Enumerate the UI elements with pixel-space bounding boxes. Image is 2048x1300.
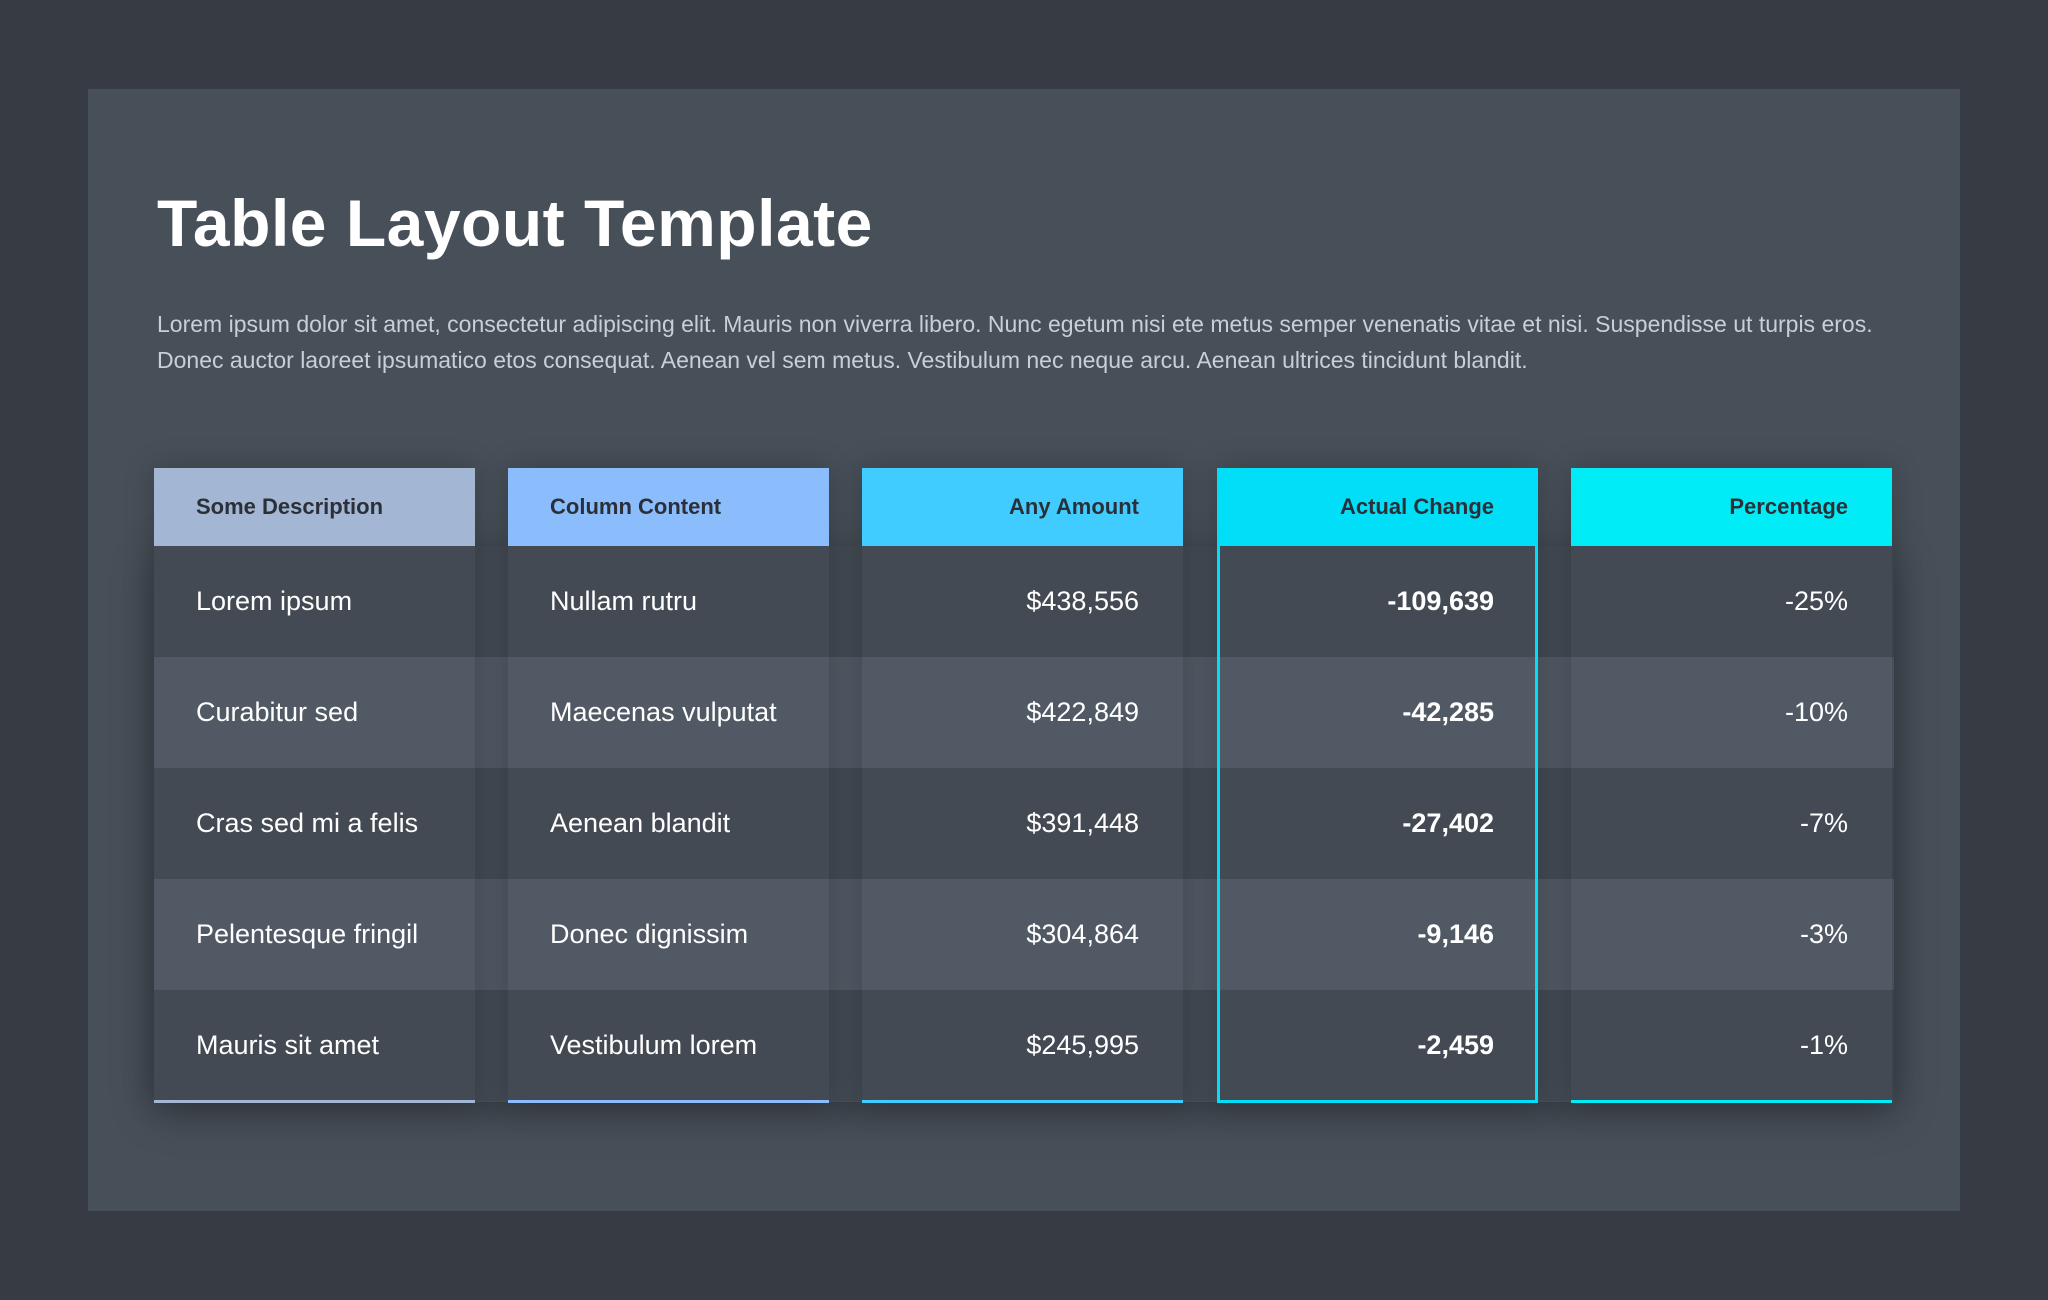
column-underline — [508, 1100, 829, 1103]
column-body: Lorem ipsum Curabitur sed Cras sed mi a fe… — [154, 546, 475, 1101]
table-cell-value: -10% — [1784, 697, 1848, 727]
column-header: Percentage — [1571, 468, 1892, 546]
table-cell: $422,849 — [862, 657, 1183, 768]
table-cell-value: Curabitur sed — [196, 697, 359, 727]
table-cell: Donec dignissim — [508, 879, 829, 990]
table-cell: -109,639 — [1217, 546, 1538, 657]
table-cell-value: $391,448 — [1026, 808, 1139, 838]
table-cell-value: Vestibulum lorem — [550, 1030, 758, 1060]
table-cell-value: -109,639 — [1387, 586, 1494, 616]
table-column: Column Content Nullam rutru Maecenas vulpu… — [508, 468, 829, 1103]
column-header-label: Column Content — [550, 494, 722, 519]
table-cell-value: Pelentesque fringil — [196, 919, 419, 949]
table-cell: -25% — [1571, 546, 1892, 657]
table-cell: Cras sed mi a felis — [154, 768, 475, 879]
table-cell-value: -2,459 — [1417, 1030, 1494, 1060]
table-column: Some Description Lorem ipsum Curabitur sed… — [154, 468, 475, 1103]
table-cell: Aenean blandit — [508, 768, 829, 879]
table-cell-value: Mauris sit amet — [196, 1030, 380, 1060]
column-header-label: Actual Change — [1339, 494, 1494, 519]
table-cell-value: Maecenas vulputat — [550, 697, 777, 727]
table-cell: $245,995 — [862, 990, 1183, 1101]
column-body: -25% -10% -7% -3% -1% — [1571, 546, 1892, 1101]
table-cell: -2,459 — [1217, 990, 1538, 1101]
page-title: Table Layout Template — [157, 186, 873, 260]
column-header: Any Amount — [862, 468, 1183, 546]
table-cell: Pelentesque fringil — [154, 879, 475, 990]
table-cell-value: Cras sed mi a felis — [196, 808, 419, 838]
table-cell: -42,285 — [1217, 657, 1538, 768]
table-cell: Curabitur sed — [154, 657, 475, 768]
table-cell: Maecenas vulputat — [508, 657, 829, 768]
column-body: $438,556 $422,849 $391,448 $304,864 $245,995 — [862, 546, 1183, 1101]
table-cell: -7% — [1571, 768, 1892, 879]
table-cell: $391,448 — [862, 768, 1183, 879]
table-cell-value: -42,285 — [1402, 697, 1494, 727]
column-header: Column Content — [508, 468, 829, 546]
column-underline — [1217, 1100, 1538, 1103]
column-header-label: Percentage — [1729, 494, 1848, 519]
table-cell: -1% — [1571, 990, 1892, 1101]
column-underline — [862, 1100, 1183, 1103]
table-cell-value: -25% — [1784, 586, 1848, 616]
table-cell: Nullam rutru — [508, 546, 829, 657]
table-cell: Mauris sit amet — [154, 990, 475, 1101]
table-cell-value: Aenean blandit — [550, 808, 731, 838]
column-header: Actual Change — [1217, 468, 1538, 546]
table-cell: -9,146 — [1217, 879, 1538, 990]
table-cell-value: $422,849 — [1026, 697, 1139, 727]
table-cell-value: $304,864 — [1026, 919, 1139, 949]
table-cell-value: $438,556 — [1026, 586, 1139, 616]
column-body: -109,639 -42,285 -27,402 -9,146 -2,459 — [1217, 546, 1538, 1101]
column-underline — [1571, 1100, 1892, 1103]
table-cell-value: -27,402 — [1402, 808, 1494, 838]
table-cell: Lorem ipsum — [154, 546, 475, 657]
table-cell-value: -3% — [1799, 919, 1848, 949]
table-column: Percentage -25% -10% -7% -3% -1% — [1571, 468, 1892, 1103]
table-column: Actual Change -109,639 -42,285 -27,402 -9,14… — [1217, 468, 1538, 1103]
page-description: Lorem ipsum dolor sit amet, consectetur … — [157, 311, 1873, 373]
table-cell-value: Donec dignissim — [550, 919, 749, 949]
column-body: Nullam rutru Maecenas vulputat Aenean blan… — [508, 546, 829, 1101]
table-cell: $438,556 — [862, 546, 1183, 657]
column-underline — [154, 1100, 475, 1103]
table-cell: $304,864 — [862, 879, 1183, 990]
table-cell-value: -9,146 — [1417, 919, 1494, 949]
table-cell: -27,402 — [1217, 768, 1538, 879]
table-cell-value: Lorem ipsum — [196, 586, 353, 616]
column-header-label: Any Amount — [1009, 494, 1139, 519]
column-header: Some Description — [154, 468, 475, 546]
table-cell-value: -7% — [1799, 808, 1848, 838]
column-header-label: Some Description — [196, 494, 384, 519]
table-cell-value: $245,995 — [1026, 1030, 1139, 1060]
table-cell-value: Nullam rutru — [550, 586, 698, 616]
table-cell-value: -1% — [1799, 1030, 1848, 1060]
table-cell: -10% — [1571, 657, 1892, 768]
table-cell: -3% — [1571, 879, 1892, 990]
table-cell: Vestibulum lorem — [508, 990, 829, 1101]
table-column: Any Amount $438,556 $422,849 $391,448 $304,8… — [862, 468, 1183, 1103]
